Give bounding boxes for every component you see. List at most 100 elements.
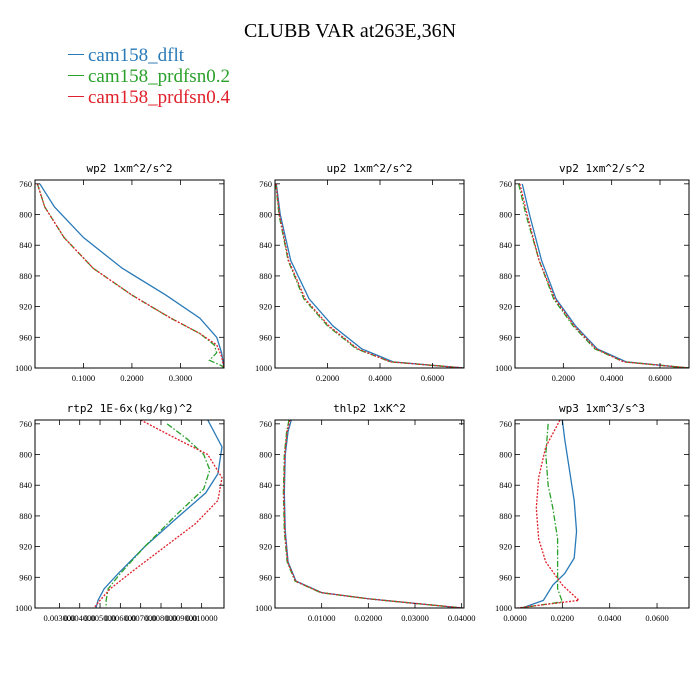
series-line [519,183,689,368]
legend-line-icon [68,54,84,56]
series-line [517,420,581,608]
plot-frame [274,179,465,369]
y-tick-label: 800 [19,450,32,460]
plot-frame [514,179,690,369]
x-tick-label: 0.0200 [551,613,574,623]
series-line [93,420,223,608]
y-tick-label: 920 [19,542,32,552]
y-tick-label: 1000 [495,363,512,373]
x-tick-label: 0.009000 [165,613,197,623]
y-tick-label: 760 [499,419,512,429]
x-tick-label: 0.01000 [308,613,336,623]
x-tick-label: 0.0000 [503,613,526,623]
series-line [275,183,464,368]
series-line [36,183,224,368]
chart-panel: up2 1xm^2/s^2 760 800 840 880 920 960 1000 0.200… [255,162,465,383]
y-tick-label: 960 [499,572,512,582]
x-tick-label: 0.010000 [186,613,218,623]
y-tick-label: 760 [19,419,32,429]
legend-label: cam158_prdfsn0.4 [88,87,230,108]
x-tick-label: 0.003000 [43,613,75,623]
series-line [39,183,224,368]
y-tick-label: 1000 [495,603,512,613]
y-tick-label: 840 [19,240,32,250]
y-tick-label: 800 [259,210,272,220]
page-title: CLUBB VAR at263E,36N [243,20,457,42]
y-tick-label: 960 [19,572,32,582]
y-tick-label: 880 [19,271,32,281]
series-line [36,183,224,368]
series-line [275,183,464,368]
chart-panel: thlp2 1xK^2 760 800 840 880 920 960 1000 0.01000… [255,402,475,623]
x-tick-label: 0.1000 [72,373,95,383]
plot-frame [274,419,465,609]
x-tick-label: 0.6000 [648,373,671,383]
chart-title: thlp2 1xK^2 [333,402,406,415]
legend-label: cam158_dflt [88,45,185,66]
x-tick-label: 0.2000 [316,373,339,383]
x-tick-label: 0.2000 [552,373,575,383]
y-tick-label: 1000 [15,603,32,613]
plot-frame [514,419,690,609]
series-line [283,420,463,608]
y-tick-label: 840 [259,480,272,490]
y-tick-label: 840 [19,480,32,490]
y-tick-label: 800 [499,450,512,460]
y-tick-label: 880 [259,271,272,281]
x-tick-label: 0.4000 [368,373,391,383]
x-tick-label: 0.008000 [145,613,177,623]
plot-frame [34,179,225,369]
series-line [521,183,689,368]
chart-panel: vp2 1xm^2/s^2 760 800 840 880 920 960 1000 0.200… [495,162,690,383]
x-tick-label: 0.0400 [598,613,621,623]
chart-panel: wp3 1xm^3/s^3 760 800 840 880 920 960 10000.000… [495,402,690,623]
series-line [283,420,463,608]
y-tick-label: 840 [259,240,272,250]
y-tick-label: 1000 [255,363,272,373]
y-tick-label: 920 [499,302,512,312]
chart-panel: wp2 1xm^2/s^2 760 800 840 880 920 960 1000 0.100… [15,162,225,383]
x-tick-label: 0.006000 [104,613,136,623]
plot-frame [34,419,225,609]
y-tick-label: 800 [499,210,512,220]
y-tick-label: 880 [499,271,512,281]
y-tick-label: 840 [499,240,512,250]
y-tick-label: 960 [19,332,32,342]
y-tick-label: 760 [259,179,272,189]
series-line [521,420,578,608]
y-tick-label: 920 [19,302,32,312]
chart-title: up2 1xm^2/s^2 [326,162,412,175]
x-tick-label: 0.02000 [355,613,383,623]
x-tick-label: 0.04000 [448,613,476,623]
legend-item-prdfsn04: cam158_prdfsn0.4 [68,87,230,109]
y-tick-label: 960 [259,332,272,342]
y-tick-label: 880 [499,511,512,521]
legend-line-icon [68,96,84,98]
x-tick-label: 0.0600 [645,613,668,623]
y-tick-label: 760 [19,179,32,189]
y-tick-label: 800 [19,210,32,220]
chart-title: wp3 1xm^3/s^3 [559,402,645,415]
legend-label: cam158_prdfsn0.2 [88,66,230,87]
x-tick-label: 0.03000 [401,613,429,623]
legend-item-dflt: cam158_dflt [68,45,184,67]
series-line [95,420,223,608]
series-line [105,423,211,608]
y-tick-label: 960 [259,572,272,582]
x-tick-label: 0.4000 [600,373,623,383]
chart-title: rtp2 1E-6x(kg/kg)^2 [67,402,193,415]
chart-title: vp2 1xm^2/s^2 [559,162,645,175]
series-line [282,420,463,608]
series-line [517,183,689,368]
y-tick-label: 760 [259,419,272,429]
y-tick-label: 1000 [255,603,272,613]
y-tick-label: 800 [259,450,272,460]
legend-item-prdfsn02: cam158_prdfsn0.2 [68,66,230,88]
x-tick-label: 0.005000 [84,613,116,623]
y-tick-label: 920 [259,542,272,552]
y-tick-label: 920 [499,542,512,552]
y-tick-label: 760 [499,179,512,189]
y-tick-label: 1000 [15,363,32,373]
chart-title: wp2 1xm^2/s^2 [86,162,172,175]
